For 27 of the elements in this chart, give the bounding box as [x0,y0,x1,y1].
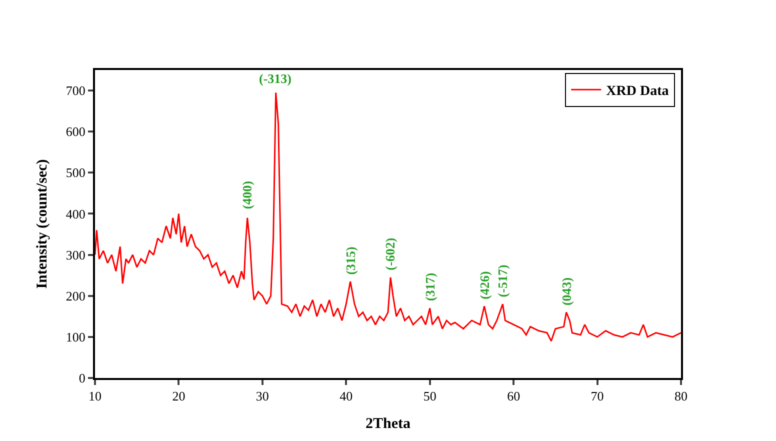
y-tick-label: 100 [66,329,86,344]
annotation: (-602) [382,238,398,270]
annotation: (315) [342,246,358,275]
x-tick-label: 80 [674,388,688,404]
annotation: (317) [422,272,438,301]
y-tick-label: 700 [66,83,86,98]
y-tick-label: 200 [66,288,86,304]
x-tick-label: 60 [507,388,520,404]
y-tick-label: 600 [66,124,86,140]
x-tick-label: 20 [172,388,186,404]
x-axis-title: 2Theta [366,416,411,432]
annotation: (-517) [495,264,510,298]
annotation: (400) [240,180,255,210]
y-tick-label: 500 [66,165,86,180]
annotation: (426) [477,271,492,300]
annotation: (-313) [259,71,292,86]
x-tick-label: 10 [88,388,102,404]
y-axis-title: Intensity (count/sec) [34,159,51,289]
x-tick-label: 50 [423,388,436,404]
legend-label: XRD Data [606,84,669,100]
annotation: (043) [559,277,574,306]
y-tick-label: 0 [78,370,86,386]
y-tick-label: 300 [66,247,86,262]
y-tick-label: 400 [66,206,86,222]
x-tick-label: 40 [340,388,353,404]
x-tick-label: 70 [590,388,604,404]
x-tick-label: 30 [256,388,269,404]
